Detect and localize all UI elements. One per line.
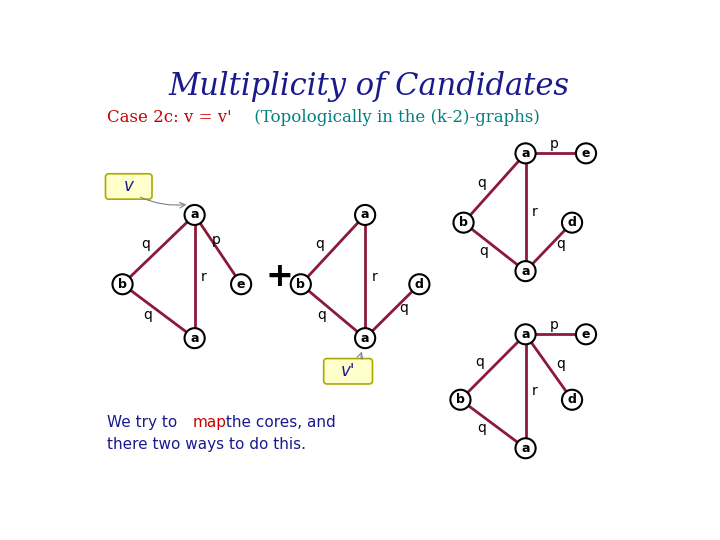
Text: r: r	[201, 269, 207, 284]
Text: e: e	[582, 328, 590, 341]
Circle shape	[184, 205, 204, 225]
Circle shape	[516, 438, 536, 458]
Circle shape	[291, 274, 311, 294]
Text: q: q	[315, 237, 324, 251]
Text: b: b	[297, 278, 305, 291]
Text: a: a	[521, 147, 530, 160]
Circle shape	[355, 205, 375, 225]
Text: p: p	[212, 233, 221, 247]
FancyBboxPatch shape	[324, 359, 372, 384]
Text: a: a	[521, 265, 530, 278]
Text: a: a	[361, 208, 369, 221]
Text: r: r	[372, 269, 377, 284]
Text: v: v	[124, 178, 134, 195]
Circle shape	[516, 261, 536, 281]
Text: p: p	[550, 137, 559, 151]
Circle shape	[454, 213, 474, 233]
Text: r: r	[532, 384, 538, 399]
Text: b: b	[456, 393, 465, 406]
Text: Multiplicity of Candidates: Multiplicity of Candidates	[168, 71, 570, 102]
Text: a: a	[521, 328, 530, 341]
Text: q: q	[141, 237, 150, 251]
Text: q: q	[475, 355, 485, 369]
Text: q: q	[400, 301, 408, 315]
Circle shape	[409, 274, 429, 294]
Circle shape	[355, 328, 375, 348]
Text: e: e	[582, 147, 590, 160]
Text: We try to: We try to	[107, 415, 182, 430]
Text: p: p	[550, 318, 559, 332]
Text: +: +	[266, 260, 294, 293]
Text: q: q	[143, 308, 152, 322]
Text: d: d	[567, 393, 577, 406]
Text: q: q	[480, 244, 488, 258]
Circle shape	[576, 143, 596, 164]
Text: b: b	[118, 278, 127, 291]
Text: q: q	[318, 308, 327, 322]
Text: d: d	[567, 216, 577, 229]
Text: Case 2c: v = v': Case 2c: v = v'	[107, 109, 232, 126]
FancyBboxPatch shape	[106, 174, 152, 199]
Circle shape	[112, 274, 132, 294]
Circle shape	[576, 325, 596, 345]
Circle shape	[451, 390, 471, 410]
Text: q: q	[556, 357, 565, 371]
Text: a: a	[361, 332, 369, 345]
Text: a: a	[190, 332, 199, 345]
Circle shape	[231, 274, 251, 294]
Text: r: r	[532, 205, 538, 219]
Circle shape	[516, 143, 536, 164]
Text: the cores, and: the cores, and	[221, 415, 336, 430]
Text: q: q	[556, 237, 565, 251]
Text: map: map	[192, 415, 226, 430]
Text: a: a	[190, 208, 199, 221]
Circle shape	[562, 213, 582, 233]
Circle shape	[516, 325, 536, 345]
Circle shape	[184, 328, 204, 348]
Text: q: q	[477, 421, 487, 435]
Text: v': v'	[341, 362, 356, 380]
Circle shape	[562, 390, 582, 410]
Text: e: e	[237, 278, 246, 291]
Text: b: b	[459, 216, 468, 229]
Text: (Topologically in the (k-2)-graphs): (Topologically in the (k-2)-graphs)	[249, 109, 540, 126]
Text: d: d	[415, 278, 424, 291]
Text: q: q	[477, 176, 486, 190]
Text: there two ways to do this.: there two ways to do this.	[107, 437, 306, 452]
Text: a: a	[521, 442, 530, 455]
